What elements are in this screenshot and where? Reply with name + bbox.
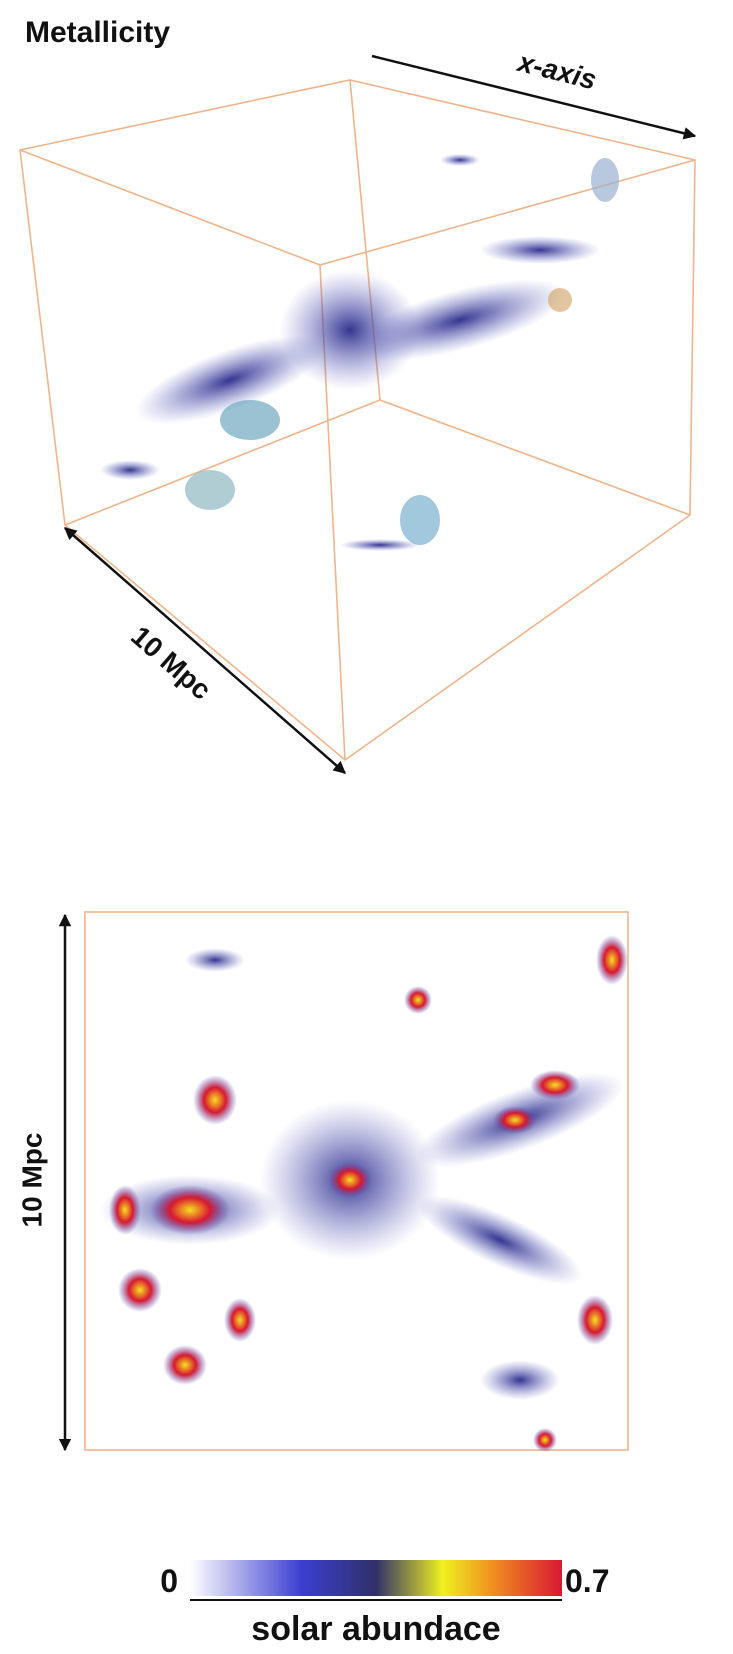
- x-axis-arrow: [371, 54, 697, 140]
- title: Metallicity: [25, 16, 170, 49]
- slice-scale-label: 10 Mpc: [16, 1133, 47, 1228]
- cube-scale-label: 10 Mpc: [125, 620, 217, 706]
- slice-structures: [100, 935, 628, 1452]
- cube-scale-arrow: [64, 527, 346, 774]
- slice: [84, 911, 629, 1452]
- colorbar-max: 0.7: [565, 1563, 609, 1599]
- colorbar-min: 0: [160, 1563, 178, 1599]
- cube-edges: [19, 79, 696, 761]
- colorbar: [190, 1560, 562, 1596]
- cube: [19, 79, 696, 762]
- x-axis-label: x-axis: [513, 46, 599, 96]
- cube-structures: [100, 154, 619, 551]
- slice-frame: [84, 911, 629, 1451]
- colorbar-label: solar abundace: [251, 1610, 500, 1648]
